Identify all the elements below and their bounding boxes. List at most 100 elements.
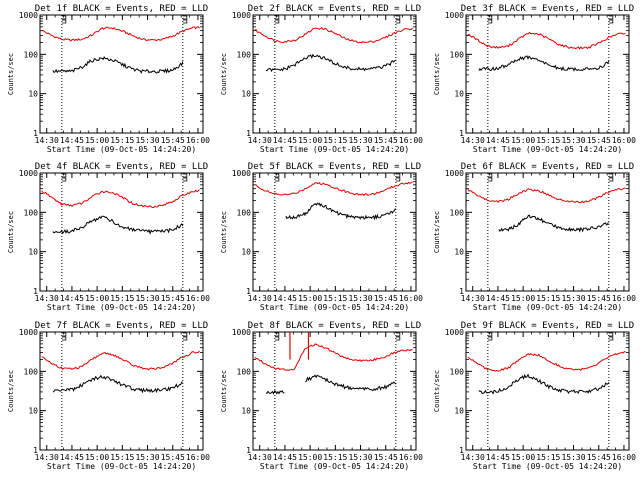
panel-8: Det 8f BLACK = Events, RED = LLD 1 10 100 10… xyxy=(220,321,423,471)
x-tick-label: 15:15 xyxy=(110,136,134,145)
interval-flag xyxy=(487,173,493,182)
x-tick-label: 15:00 xyxy=(298,136,322,145)
lld-series-line xyxy=(467,187,626,204)
x-tick-label: 14:30 xyxy=(248,453,272,462)
x-tick-label: 14:30 xyxy=(248,136,272,145)
x-tick-label: 15:45 xyxy=(587,136,611,145)
interval-flag xyxy=(608,15,614,24)
x-tick-label: 15:30 xyxy=(135,136,159,145)
x-tick-label: 15:45 xyxy=(374,453,398,462)
x-tick-label: 16:00 xyxy=(612,294,636,303)
y-axis-label: Counts/sec xyxy=(433,211,441,253)
x-tick-label: 15:45 xyxy=(161,453,185,462)
plot-frame xyxy=(465,172,630,292)
x-tick-label: 14:30 xyxy=(461,136,485,145)
x-tick-label: 14:45 xyxy=(60,136,84,145)
x-axis-label: Start Time (09-Oct-05 14:24:20) xyxy=(473,145,622,154)
x-tick-label: 15:00 xyxy=(85,294,109,303)
plot-frame xyxy=(465,14,630,134)
x-tick-label: 15:30 xyxy=(561,136,585,145)
plot-frame xyxy=(39,14,204,134)
interval-flag xyxy=(395,15,401,24)
plot-frame xyxy=(39,331,204,451)
x-tick-label: 15:00 xyxy=(298,294,322,303)
y-tick-label: 1000 xyxy=(19,11,38,20)
y-axis-label: Counts/sec xyxy=(220,53,228,95)
y-tick-label: 100 xyxy=(237,208,252,217)
x-tick-label: 15:30 xyxy=(135,453,159,462)
interval-flag xyxy=(61,332,67,341)
y-tick-label: 1000 xyxy=(445,11,464,20)
x-tick-label: 14:30 xyxy=(461,453,485,462)
y-tick-label: 10 xyxy=(454,90,464,99)
x-tick-label: 14:45 xyxy=(486,294,510,303)
plot-frame xyxy=(465,331,630,451)
events-series-line xyxy=(478,55,610,72)
panel-title: Det 9f BLACK = Events, RED = LLD xyxy=(461,321,634,331)
x-tick-label: 15:30 xyxy=(135,294,159,303)
lld-series-line xyxy=(254,181,413,197)
interval-flag xyxy=(274,332,280,341)
y-tick-label: 1000 xyxy=(445,328,464,337)
lld-series-line xyxy=(254,343,413,371)
events-series-line xyxy=(478,373,610,395)
y-tick-label: 1 xyxy=(33,129,38,138)
panel-title: Det 5f BLACK = Events, RED = LLD xyxy=(248,162,421,172)
x-tick-label: 16:00 xyxy=(186,136,210,145)
y-tick-label: 1000 xyxy=(232,11,251,20)
panel-1: Det 1f BLACK = Events, RED = LLD 1 10 100 10… xyxy=(7,4,210,154)
x-axis-label: Start Time (09-Oct-05 14:24:20) xyxy=(47,303,196,312)
x-tick-label: 15:45 xyxy=(587,453,611,462)
x-tick-label: 15:30 xyxy=(348,136,372,145)
x-tick-label: 15:00 xyxy=(298,453,322,462)
x-tick-label: 16:00 xyxy=(399,136,423,145)
panel-3: Det 3f BLACK = Events, RED = LLD 1 10 100 10… xyxy=(433,4,636,154)
x-tick-label: 15:30 xyxy=(348,453,372,462)
interval-flag xyxy=(61,173,67,182)
panel-title: Det 7f BLACK = Events, RED = LLD xyxy=(35,321,208,331)
x-tick-label: 15:15 xyxy=(110,294,134,303)
x-tick-label: 15:00 xyxy=(85,136,109,145)
x-tick-label: 14:45 xyxy=(486,453,510,462)
events-series-line xyxy=(52,215,184,235)
x-tick-label: 15:30 xyxy=(561,294,585,303)
interval-flag xyxy=(61,15,67,24)
y-tick-label: 10 xyxy=(28,90,38,99)
y-axis-label: Counts/sec xyxy=(7,53,15,95)
panel-7: Det 7f BLACK = Events, RED = LLD 1 10 100 10… xyxy=(7,321,210,471)
panel-9: Det 9f BLACK = Events, RED = LLD 1 10 100 10… xyxy=(433,321,636,471)
events-series-line xyxy=(265,53,397,73)
x-tick-label: 15:00 xyxy=(511,294,535,303)
y-tick-label: 1 xyxy=(459,287,464,296)
x-tick-label: 14:45 xyxy=(60,453,84,462)
x-tick-label: 15:00 xyxy=(511,453,535,462)
lld-series-line xyxy=(41,26,200,42)
interval-flag xyxy=(182,173,188,182)
x-tick-label: 15:45 xyxy=(161,294,185,303)
y-tick-label: 1000 xyxy=(19,328,38,337)
lld-series-line xyxy=(254,27,413,44)
x-tick-label: 15:15 xyxy=(323,453,347,462)
y-tick-label: 10 xyxy=(241,248,251,257)
panel-title: Det 4f BLACK = Events, RED = LLD xyxy=(35,162,208,172)
x-tick-label: 15:45 xyxy=(374,294,398,303)
events-series-line xyxy=(285,202,396,221)
y-axis-label: Counts/sec xyxy=(433,53,441,95)
panel-title: Det 2f BLACK = Events, RED = LLD xyxy=(248,4,421,14)
x-tick-label: 15:45 xyxy=(161,136,185,145)
x-axis-label: Start Time (09-Oct-05 14:24:20) xyxy=(260,145,409,154)
y-tick-label: 100 xyxy=(450,367,465,376)
panel-title: Det 6f BLACK = Events, RED = LLD xyxy=(461,162,634,172)
plot-frame xyxy=(252,172,417,292)
x-tick-label: 15:45 xyxy=(374,136,398,145)
interval-flag xyxy=(487,15,493,24)
y-tick-label: 1 xyxy=(459,446,464,455)
x-tick-label: 16:00 xyxy=(186,294,210,303)
x-tick-label: 15:45 xyxy=(587,294,611,303)
x-tick-label: 15:30 xyxy=(348,294,372,303)
x-tick-label: 15:30 xyxy=(561,453,585,462)
y-tick-label: 100 xyxy=(24,50,39,59)
events-series-line xyxy=(52,374,183,394)
events-series-line xyxy=(305,374,397,392)
